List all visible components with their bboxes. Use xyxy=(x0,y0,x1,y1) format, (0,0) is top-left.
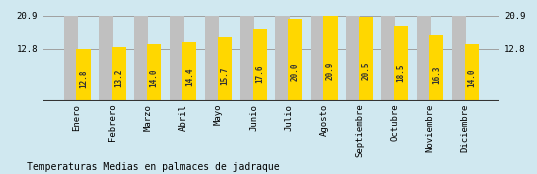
Bar xyxy=(182,42,197,101)
Text: Temperaturas Medias en palmaces de jadraque: Temperaturas Medias en palmaces de jadra… xyxy=(27,162,279,172)
Bar xyxy=(275,16,289,101)
Bar xyxy=(288,19,302,101)
Bar xyxy=(205,16,219,101)
Text: 14.0: 14.0 xyxy=(467,68,476,87)
Text: 18.5: 18.5 xyxy=(396,64,405,82)
Bar xyxy=(147,44,161,101)
Bar xyxy=(217,37,231,101)
Text: 17.6: 17.6 xyxy=(256,65,264,83)
Text: 12.8: 12.8 xyxy=(79,69,88,88)
Bar xyxy=(465,44,478,101)
Text: 14.0: 14.0 xyxy=(149,68,158,87)
Text: 15.7: 15.7 xyxy=(220,66,229,85)
Bar xyxy=(452,16,466,101)
Bar xyxy=(429,35,444,101)
Bar xyxy=(381,16,395,101)
Bar xyxy=(346,16,360,101)
Bar xyxy=(323,16,338,101)
Bar xyxy=(359,17,373,101)
Text: 16.3: 16.3 xyxy=(432,66,441,84)
Text: 20.9: 20.9 xyxy=(326,61,335,80)
Bar xyxy=(253,29,267,101)
Text: 14.4: 14.4 xyxy=(185,68,194,86)
Bar xyxy=(99,16,113,101)
Bar xyxy=(240,16,254,101)
Bar xyxy=(311,16,325,101)
Bar xyxy=(76,49,91,101)
Bar xyxy=(134,16,148,101)
Text: 20.0: 20.0 xyxy=(291,62,300,81)
Bar xyxy=(112,47,126,101)
Text: 20.5: 20.5 xyxy=(361,62,370,80)
Text: 13.2: 13.2 xyxy=(114,69,124,88)
Bar xyxy=(170,16,184,101)
Bar xyxy=(394,26,408,101)
Bar xyxy=(64,16,78,101)
Bar xyxy=(417,16,431,101)
